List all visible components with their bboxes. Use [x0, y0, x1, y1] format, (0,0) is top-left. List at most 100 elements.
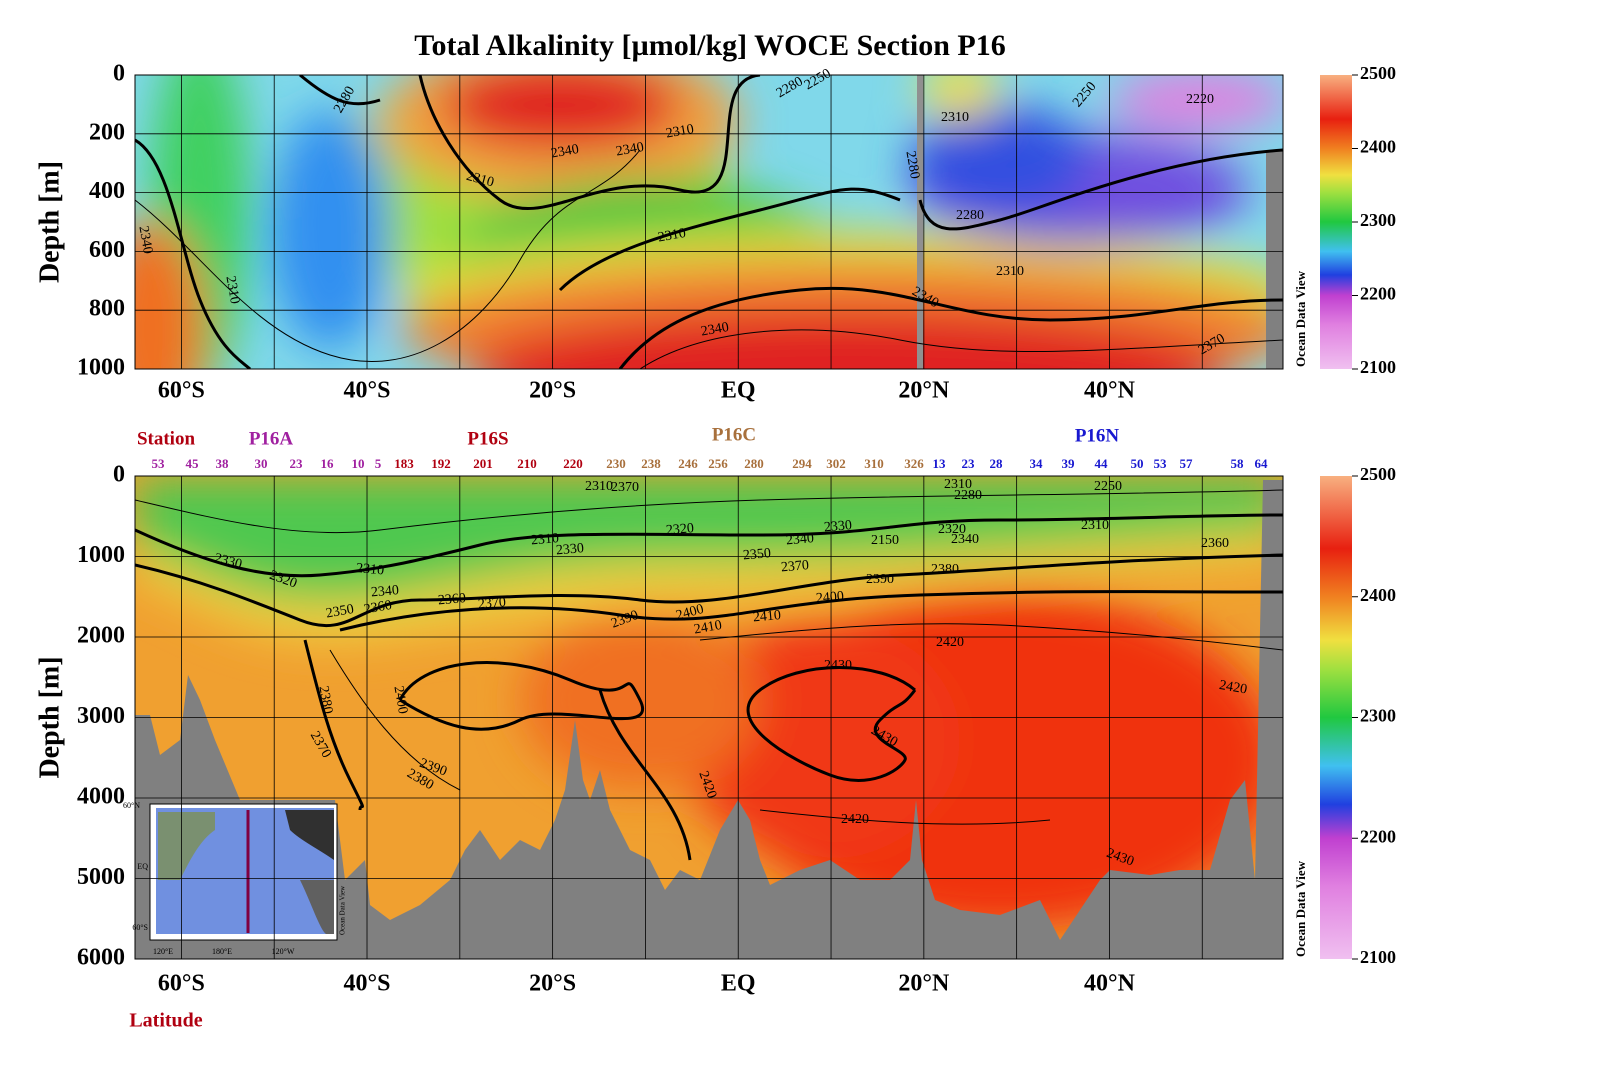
station-label: 50 — [1131, 456, 1144, 471]
section-label: P16S — [467, 428, 508, 449]
station-label: 280 — [744, 456, 764, 471]
contour-label: 2410 — [693, 618, 723, 638]
station-label: 326 — [904, 456, 924, 471]
contour-label: 2340 — [951, 532, 979, 547]
inset-label: Ocean Data View — [339, 885, 347, 935]
contour-label: 2310 — [222, 275, 242, 305]
contour-label: 2320 — [938, 522, 966, 537]
station-label: 30 — [255, 456, 268, 471]
x-tick-label: 60°S — [158, 378, 205, 404]
contour-label: 2400 — [390, 685, 410, 715]
station-label: 64 — [1255, 456, 1269, 471]
station-label: 34 — [1030, 456, 1044, 471]
station-label: 39 — [1062, 456, 1076, 471]
inset-map — [149, 803, 338, 941]
contour-label: 2400 — [815, 589, 844, 606]
contour-label: 2310 — [996, 264, 1024, 279]
contour-label: 2350 — [742, 546, 771, 563]
station-label: 16 — [321, 456, 335, 471]
plot-frame — [134, 475, 1284, 960]
station-label: 294 — [792, 456, 812, 471]
contour-label: 2420 — [1218, 678, 1248, 698]
contour-label: 2360 — [363, 598, 393, 618]
contour-label: 2330 — [213, 551, 244, 573]
colorbar — [1320, 476, 1352, 959]
contour-label: 2340 — [615, 140, 645, 160]
contour-label: 2420 — [936, 635, 964, 650]
x-tick-label: EQ — [721, 971, 756, 997]
y-tick-label: 1000 — [77, 355, 125, 381]
contour-label: 2250 — [1094, 479, 1122, 494]
y-tick-label: 6000 — [77, 945, 125, 971]
contour-label: 2380 — [931, 562, 959, 577]
y-tick-label: 200 — [89, 119, 125, 145]
contour-label: 2340 — [135, 225, 155, 255]
station-label: 23 — [962, 456, 976, 471]
y-tick-label: 1000 — [77, 542, 125, 568]
y-tick-label: 5000 — [77, 864, 125, 890]
contour-label: 2370 — [477, 595, 506, 612]
colorbar-tick-label: 2500 — [1360, 63, 1396, 83]
y-tick-label: 800 — [89, 296, 125, 322]
plot-frame — [134, 74, 1284, 370]
contour-label: 2310 — [585, 479, 613, 494]
contour-label: 2310 — [665, 122, 695, 142]
y-tick-label: 600 — [89, 237, 125, 263]
contour-label: 2340 — [785, 531, 814, 548]
colorbar-tick-label: 2300 — [1360, 210, 1396, 230]
station-label: 192 — [431, 456, 451, 471]
station-label: 310 — [864, 456, 884, 471]
station-label: 10 — [352, 456, 365, 471]
contour-label: 2340 — [550, 142, 580, 162]
station-label: 246 — [678, 456, 698, 471]
station-label: 5 — [375, 456, 382, 471]
contour-label: 2340 — [370, 583, 399, 600]
contour-label: 2330 — [555, 541, 584, 558]
station-label: 57 — [1180, 456, 1194, 471]
contour-label: 2220 — [1186, 92, 1214, 107]
colorbar-tick-label: 2200 — [1360, 284, 1396, 304]
colorbar — [1320, 75, 1352, 369]
contour-label: 2400 — [674, 602, 705, 624]
station-label: 44 — [1095, 456, 1109, 471]
station-label: 45 — [186, 456, 200, 471]
y-tick-label: 0 — [113, 61, 125, 87]
contour-label: 2340 — [700, 320, 730, 340]
contour-label: 2390 — [866, 572, 894, 587]
x-axis-label: Latitude — [129, 1010, 202, 1032]
inset-label: 120°W — [272, 947, 295, 956]
y-tick-label: 2000 — [77, 623, 125, 649]
section-label: P16N — [1075, 425, 1120, 446]
contour-label: 2310 — [355, 561, 384, 578]
contour-label: 2150 — [871, 533, 899, 548]
station-label: 256 — [708, 456, 728, 471]
x-tick-label: 20°N — [898, 971, 950, 997]
x-tick-label: EQ — [721, 378, 756, 404]
station-label: 28 — [990, 456, 1004, 471]
colorbar-caption: Ocean Data View — [1293, 270, 1308, 367]
colorbar-tick-label: 2400 — [1360, 585, 1396, 605]
contour-label: 2310 — [944, 477, 972, 492]
contour-label: 2420 — [841, 812, 869, 827]
station-label: 220 — [563, 456, 583, 471]
contour-label: 2430 — [824, 658, 852, 673]
x-tick-label: 40°S — [344, 971, 391, 997]
x-tick-label: 20°S — [529, 971, 576, 997]
y-axis-label: Depth [m] — [34, 161, 65, 283]
colorbar-tick-label: 2500 — [1360, 464, 1396, 484]
contour-label: 2280 — [954, 488, 982, 503]
inset-label: 60°N — [123, 801, 140, 810]
station-caption: Station — [137, 428, 196, 449]
station-label: 23 — [290, 456, 304, 471]
y-tick-label: 400 — [89, 178, 125, 204]
inset-label: EQ — [137, 862, 148, 871]
station-label: 13 — [933, 456, 947, 471]
y-tick-label: 3000 — [77, 703, 125, 729]
contour-label: 2310 — [657, 226, 687, 246]
x-tick-label: 40°N — [1084, 378, 1136, 404]
station-label: 38 — [216, 456, 230, 471]
colorbar-caption: Ocean Data View — [1293, 860, 1308, 957]
field — [135, 75, 1283, 369]
